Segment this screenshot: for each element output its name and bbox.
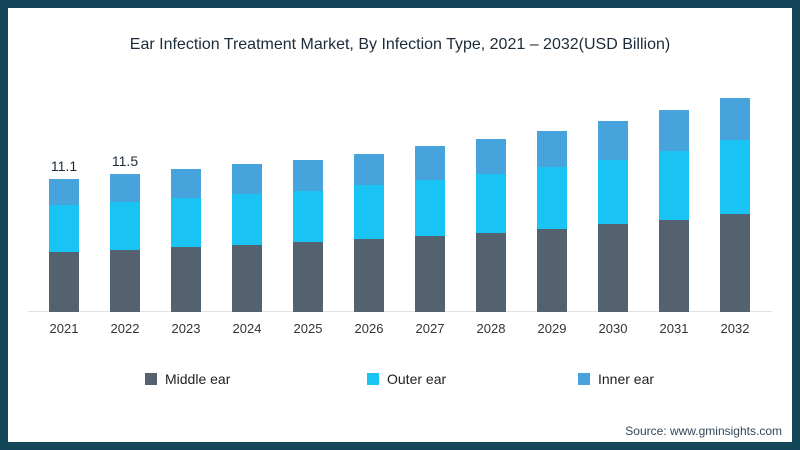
bar-segment-inner-ear-2029 (537, 130, 567, 167)
bar-segment-outer-ear-2024 (232, 194, 262, 245)
bar-segment-middle-ear-2024 (232, 244, 262, 312)
x-axis-label-2031: 2031 (659, 321, 689, 336)
x-axis-label-2022: 2022 (110, 321, 140, 336)
bar-segment-middle-ear-2028 (476, 232, 506, 312)
bar-segment-middle-ear-2027 (415, 236, 445, 312)
x-axis-label-2029: 2029 (537, 321, 567, 336)
bar-segment-inner-ear-2023 (171, 169, 201, 198)
bar-segment-middle-ear-2026 (354, 238, 384, 312)
bar-segment-middle-ear-2030 (598, 224, 628, 312)
legend-swatch-inner-ear (578, 373, 590, 385)
source-attribution: Source: www.gminsights.com (625, 424, 782, 438)
x-axis-label-2028: 2028 (476, 321, 506, 336)
bar-segment-inner-ear-2021 (49, 178, 79, 206)
bar-segment-middle-ear-2025 (293, 242, 323, 312)
chart-title: Ear Infection Treatment Market, By Infec… (129, 36, 671, 53)
bar-segment-outer-ear-2030 (598, 159, 628, 225)
bar-segment-inner-ear-2025 (293, 159, 323, 191)
bar-segment-middle-ear-2031 (659, 219, 689, 312)
bar-segment-middle-ear-2022 (110, 249, 140, 312)
bar-segment-inner-ear-2031 (659, 110, 689, 152)
bar-value-label-2022: 11.5 (111, 153, 139, 169)
bar-segment-outer-ear-2028 (476, 174, 506, 233)
legend-swatch-outer-ear (367, 373, 379, 385)
x-axis-label-2021: 2021 (49, 321, 79, 336)
bar-segment-outer-ear-2026 (354, 184, 384, 239)
bar-segment-outer-ear-2031 (659, 151, 689, 220)
bar-segment-outer-ear-2027 (415, 180, 445, 237)
bar-segment-outer-ear-2029 (537, 166, 567, 230)
bar-segment-inner-ear-2026 (354, 153, 384, 185)
bar-segment-inner-ear-2022 (110, 174, 140, 202)
legend-label-middle-ear: Middle ear (165, 371, 231, 387)
bar-segment-inner-ear-2030 (598, 121, 628, 160)
x-axis-label-2025: 2025 (293, 321, 323, 336)
x-axis-label-2032: 2032 (720, 321, 750, 336)
legend-item-outer-ear: Outer ear (367, 371, 446, 387)
bar-segment-outer-ear-2022 (110, 201, 140, 250)
bar-segment-middle-ear-2029 (537, 229, 567, 312)
bar-segment-inner-ear-2028 (476, 139, 506, 174)
legend-item-middle-ear: Middle ear (145, 371, 230, 387)
bar-segment-outer-ear-2025 (293, 190, 323, 243)
bar-segment-inner-ear-2027 (415, 146, 445, 180)
bar-segment-inner-ear-2032 (720, 98, 750, 141)
x-axis-line (28, 311, 772, 312)
legend-label-inner-ear: Inner ear (598, 371, 655, 387)
bar-segment-outer-ear-2032 (720, 140, 750, 214)
x-axis-label-2023: 2023 (171, 321, 201, 336)
x-axis-label-2027: 2027 (415, 321, 445, 336)
x-axis-label-2030: 2030 (598, 321, 628, 336)
legend-swatch-middle-ear (145, 373, 157, 385)
bar-segment-middle-ear-2023 (171, 247, 201, 312)
x-axis-label-2026: 2026 (354, 321, 384, 336)
legend: Middle ear Outer ear Inner ear (0, 371, 800, 389)
legend-item-inner-ear: Inner ear (578, 371, 654, 387)
legend-label-outer-ear: Outer ear (387, 371, 447, 387)
bar-segment-outer-ear-2023 (171, 198, 201, 248)
bar-segment-middle-ear-2032 (720, 213, 750, 312)
x-axis-label-2024: 2024 (232, 321, 262, 336)
bar-segment-middle-ear-2021 (49, 252, 79, 312)
bar-segment-outer-ear-2021 (49, 205, 79, 252)
bar-segment-inner-ear-2024 (232, 164, 262, 195)
bar-value-label-2021: 11.1 (50, 157, 78, 174)
